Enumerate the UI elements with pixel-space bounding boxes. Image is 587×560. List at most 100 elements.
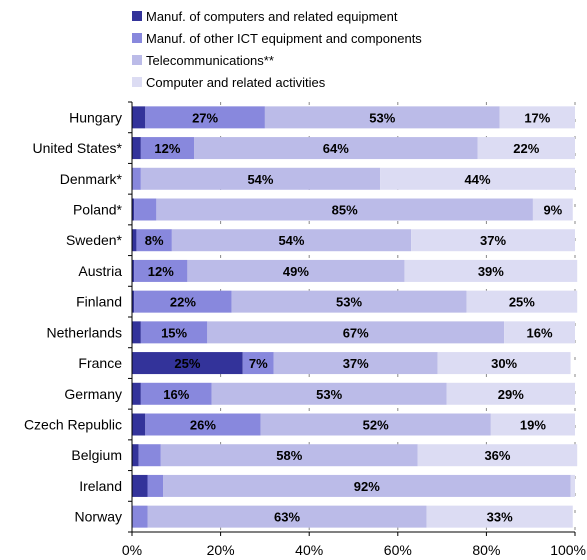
bar-segment-12-2	[163, 474, 571, 497]
x-tick-label-1: 20%	[207, 542, 235, 558]
legend-swatch-1	[132, 33, 142, 43]
data-label-13-2: 63%	[274, 510, 300, 525]
bar-segment-6-3	[466, 290, 578, 313]
data-label-0-3: 17%	[524, 110, 550, 125]
category-label-9: Germany	[64, 386, 122, 402]
data-label-9-1: 16%	[163, 387, 189, 402]
bar-segment-8-1	[242, 352, 274, 375]
data-label-10-1: 26%	[190, 418, 216, 433]
bar-segment-11-2	[160, 444, 418, 467]
data-label-4-3: 37%	[480, 233, 506, 248]
data-label-8-3: 30%	[491, 356, 517, 371]
x-tick-label-0: 0%	[122, 542, 142, 558]
x-tick-label-3: 60%	[384, 542, 412, 558]
x-tick-label-4: 80%	[472, 542, 500, 558]
bar-segment-1-2	[194, 137, 478, 160]
bar-segment-9-2	[211, 382, 447, 405]
data-label-3-3: 9%	[543, 203, 562, 218]
data-label-7-3: 16%	[527, 325, 553, 340]
bar-segment-3-1	[134, 198, 157, 221]
bar-segment-1-0	[132, 137, 141, 160]
bar-segment-13-2	[147, 505, 427, 528]
data-label-6-1: 22%	[170, 295, 196, 310]
bar-segment-0-1	[145, 106, 265, 129]
data-label-1-2: 64%	[323, 141, 349, 156]
category-label-4: Sweden*	[66, 232, 123, 248]
bar-segment-4-2	[171, 229, 412, 252]
bar-segment-10-1	[145, 413, 261, 436]
bar-segment-9-0	[132, 382, 141, 405]
legend-label-3: Computer and related activities	[146, 75, 326, 90]
legend-label-1: Manuf. of other ICT equipment and compon…	[146, 31, 422, 46]
bar-segment-2-1	[132, 167, 141, 190]
bar-segment-10-0	[132, 413, 146, 436]
legend-label-0: Manuf. of computers and related equipmen…	[146, 9, 398, 24]
bar-segment-8-3	[437, 352, 571, 375]
data-label-4-2: 54%	[278, 233, 304, 248]
category-label-12: Ireland	[79, 478, 122, 494]
data-label-6-2: 53%	[336, 295, 362, 310]
x-tick-label-5: 100%	[550, 542, 586, 558]
data-label-10-2: 52%	[363, 418, 389, 433]
data-label-2-2: 54%	[247, 172, 273, 187]
category-label-2: Denmark*	[60, 171, 123, 187]
bar-segment-4-3	[411, 229, 575, 252]
category-label-13: Norway	[75, 509, 122, 525]
bar-segment-3-2	[156, 198, 533, 221]
data-label-12-2: 92%	[354, 479, 380, 494]
data-label-5-3: 39%	[478, 264, 504, 279]
bar-segment-6-2	[231, 290, 467, 313]
data-label-10-3: 19%	[520, 418, 546, 433]
bar-segment-3-3	[532, 198, 573, 221]
data-label-8-0: 25%	[174, 356, 200, 371]
data-label-13-3: 33%	[487, 510, 513, 525]
x-tick-label-2: 40%	[295, 542, 323, 558]
category-label-10: Czech Republic	[24, 417, 122, 433]
bar-segment-11-3	[417, 444, 578, 467]
bar-segment-7-1	[140, 321, 208, 344]
category-label-6: Finland	[76, 294, 122, 310]
bar-segment-12-1	[147, 474, 164, 497]
legend-label-2: Telecommunications**	[146, 53, 274, 68]
data-label-11-3: 36%	[484, 448, 510, 463]
data-label-9-2: 53%	[316, 387, 342, 402]
bar-segment-12-0	[132, 474, 148, 497]
data-label-3-2: 85%	[332, 203, 358, 218]
category-label-3: Poland*	[73, 202, 123, 218]
bar-segment-2-2	[140, 167, 381, 190]
category-label-0: Hungary	[69, 109, 122, 125]
bar-segment-11-1	[138, 444, 161, 467]
bar-segment-0-3	[499, 106, 575, 129]
grid	[131, 102, 576, 532]
legend: Manuf. of computers and related equipmen…	[132, 9, 422, 90]
data-label-7-1: 15%	[161, 325, 187, 340]
bar-segment-9-3	[446, 382, 575, 405]
bar-segment-5-3	[404, 259, 578, 282]
bar-segment-7-0	[132, 321, 141, 344]
category-label-5: Austria	[78, 263, 122, 279]
legend-swatch-2	[132, 55, 142, 65]
bars: 27% 53% 17% 12% 64% 22% 54% 44% 85% 9% 8% 54% 37% 12%…	[132, 106, 578, 528]
category-label-1: United States*	[33, 140, 123, 156]
bar-segment-10-2	[260, 413, 491, 436]
data-label-1-1: 12%	[154, 141, 180, 156]
bar-segment-5-0	[132, 259, 135, 282]
data-label-6-3: 25%	[509, 295, 535, 310]
bar-segment-1-1	[140, 137, 195, 160]
axes: Hungary United States* Denmark* Poland* Swed…	[24, 101, 586, 558]
bar-segment-4-0	[132, 229, 137, 252]
data-label-8-1: 7%	[249, 356, 268, 371]
data-label-0-2: 53%	[369, 110, 395, 125]
bar-segment-9-1	[140, 382, 212, 405]
data-label-1-3: 22%	[513, 141, 539, 156]
bar-segment-6-1	[134, 290, 232, 313]
data-label-11-2: 58%	[276, 448, 302, 463]
bar-segment-4-1	[136, 229, 172, 252]
legend-swatch-3	[132, 77, 142, 87]
bar-segment-7-2	[207, 321, 505, 344]
bar-segment-13-3	[426, 505, 573, 528]
bar-segment-6-0	[132, 290, 135, 313]
data-label-4-1: 8%	[145, 233, 164, 248]
data-label-0-1: 27%	[192, 110, 218, 125]
data-label-5-1: 12%	[148, 264, 174, 279]
